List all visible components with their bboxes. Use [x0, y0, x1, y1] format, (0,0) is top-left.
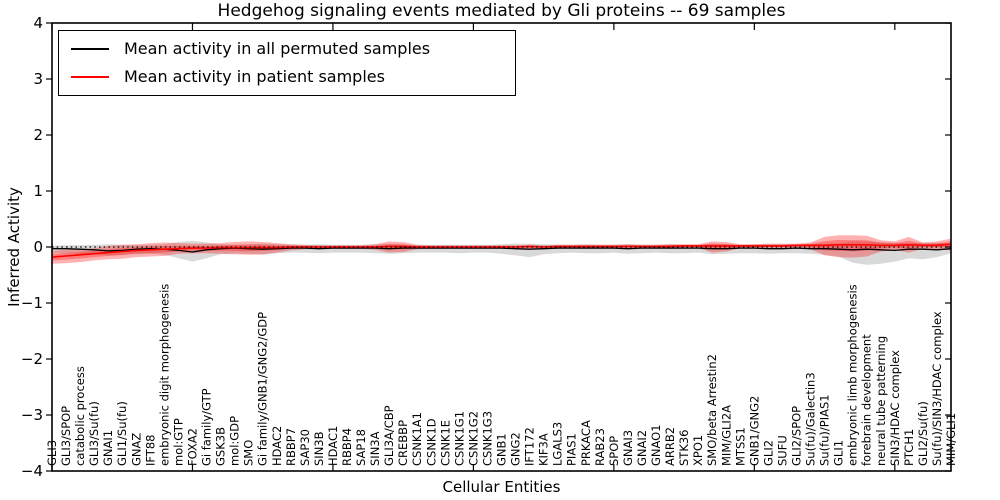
x-tick-label: GNAI1 — [101, 430, 115, 466]
x-tick-label: embryonic limb morphogenesis — [846, 284, 860, 466]
x-tick-label: GLI2/Su(fu) — [916, 401, 930, 466]
x-tick-label: neural tube patterning — [874, 336, 888, 466]
x-tick-label: SIN3B — [312, 431, 326, 466]
y-tick-label: −1 — [21, 294, 43, 312]
x-tick-label: KIF3A — [537, 433, 551, 466]
x-tick-label: Su(fu)/Galectin3 — [804, 372, 818, 466]
x-tick-label: MTSS1 — [733, 427, 747, 466]
x-tick-label: ARRB2 — [663, 427, 677, 466]
x-tick-label: SMO — [242, 440, 256, 466]
x-tick-label: RBBP4 — [340, 428, 354, 466]
x-tick-label: STK36 — [677, 430, 691, 467]
legend-label-patient: Mean activity in patient samples — [124, 67, 385, 86]
x-tick-label: GNAI3 — [621, 430, 635, 466]
x-tick-label: PIAS1 — [565, 433, 579, 466]
y-tick-label: 0 — [33, 238, 43, 256]
legend: Mean activity in all permuted samples Me… — [58, 30, 516, 96]
permuted-mean-line — [52, 247, 952, 253]
x-tick-label: GLI3/Su(fu) — [87, 401, 101, 466]
y-tick-label: −3 — [21, 406, 43, 424]
x-tick-label: CSNK1G1 — [452, 411, 466, 466]
legend-item-patient: Mean activity in patient samples — [59, 68, 515, 86]
x-tick-label: SMO/beta Arrestin2 — [705, 354, 719, 466]
y-tick-label: 3 — [33, 70, 43, 88]
x-tick-label: GNAI2 — [635, 430, 649, 466]
permuted-line-swatch-icon — [71, 48, 109, 50]
x-tick-label: Gi family/GTP — [200, 388, 214, 466]
x-tick-label: CSNK1G3 — [481, 411, 495, 466]
x-tick-label: CSNK1D — [424, 418, 438, 466]
x-tick-label: IFT172 — [523, 427, 537, 466]
x-tick-label: PTCH1 — [902, 429, 916, 466]
x-tick-label: CSNK1E — [438, 420, 452, 466]
y-axis-label: Inferred Activity — [5, 187, 23, 307]
x-tick-label: GLI1/Su(fu) — [115, 401, 129, 466]
x-tick-label: GNAO1 — [649, 424, 663, 466]
x-tick-label: embryonic digit morphogenesis — [157, 284, 171, 466]
x-tick-label: GLI2/SPOP — [790, 406, 804, 466]
x-tick-label: SPOP — [607, 436, 621, 466]
x-tick-label: SIN3/HDAC complex — [888, 350, 902, 466]
patient-std-band — [52, 235, 951, 264]
x-tick-label: GLI3 — [45, 440, 59, 466]
x-tick-label: MIM/GLI2A — [719, 405, 733, 466]
x-tick-label: GSK3B — [214, 427, 228, 466]
x-tick-label: RAB23 — [593, 428, 607, 466]
x-tick-label: GLI2 — [761, 440, 775, 466]
x-tick-label: mol:GDP — [228, 416, 242, 466]
x-tick-label: PRKACA — [579, 420, 593, 466]
x-tick-label: GLI3/SPOP — [59, 406, 73, 466]
x-tick-label: LGALS3 — [551, 422, 565, 466]
x-tick-label: HDAC2 — [270, 426, 284, 466]
x-tick-label: GLI3A/CBP — [382, 405, 396, 466]
x-tick-label: GLI1 — [832, 440, 846, 466]
x-tick-label: GNB1 — [495, 433, 509, 466]
x-tick-label: CREBBP — [396, 420, 410, 466]
x-tick-label: GNB1/GNG2 — [747, 396, 761, 466]
x-tick-label: Gi family/GNB1/GNG2/GDP — [256, 312, 270, 466]
patient-mean-line — [51, 243, 952, 258]
y-tick-label: 4 — [33, 14, 43, 32]
legend-item-permuted: Mean activity in all permuted samples — [59, 40, 515, 58]
x-tick-label: SAP18 — [354, 429, 368, 466]
x-axis-label: Cellular Entities — [442, 478, 561, 496]
x-tick-label: SIN3A — [368, 431, 382, 466]
chart-title: Hedgehog signaling events mediated by Gl… — [217, 1, 786, 21]
x-tick-label: XPO1 — [691, 435, 705, 466]
x-tick-label: FOXA2 — [186, 428, 200, 466]
y-tick-label: 2 — [33, 126, 43, 144]
x-tick-label: MIM/GLI1 — [944, 413, 958, 466]
x-tick-label: GNG2 — [509, 432, 523, 466]
legend-label-permuted: Mean activity in all permuted samples — [124, 39, 431, 58]
x-tick-label: SUFU — [775, 435, 789, 466]
patient-line-swatch-icon — [71, 76, 109, 78]
x-tick-label: CSNK1A1 — [410, 412, 424, 466]
y-tick-label: −4 — [21, 462, 43, 480]
x-tick-label: mol:GTP — [171, 418, 185, 466]
x-tick-label: Su(fu)/SIN3/HDAC complex — [930, 311, 944, 466]
y-tick-label: −2 — [21, 350, 43, 368]
x-tick-label: forebrain development — [860, 334, 874, 466]
x-tick-label: Su(fu)/PIAS1 — [818, 394, 832, 466]
x-tick-label: CSNK1G2 — [466, 411, 480, 466]
x-tick-label: SAP30 — [298, 429, 312, 466]
x-tick-label: IFT88 — [143, 435, 157, 466]
y-tick-label: 1 — [33, 182, 43, 200]
x-tick-label: RBBP7 — [284, 428, 298, 466]
x-tick-label: catabolic process — [73, 366, 87, 466]
x-tick-label: GNAZ — [129, 433, 143, 466]
x-tick-label: HDAC1 — [326, 426, 340, 466]
